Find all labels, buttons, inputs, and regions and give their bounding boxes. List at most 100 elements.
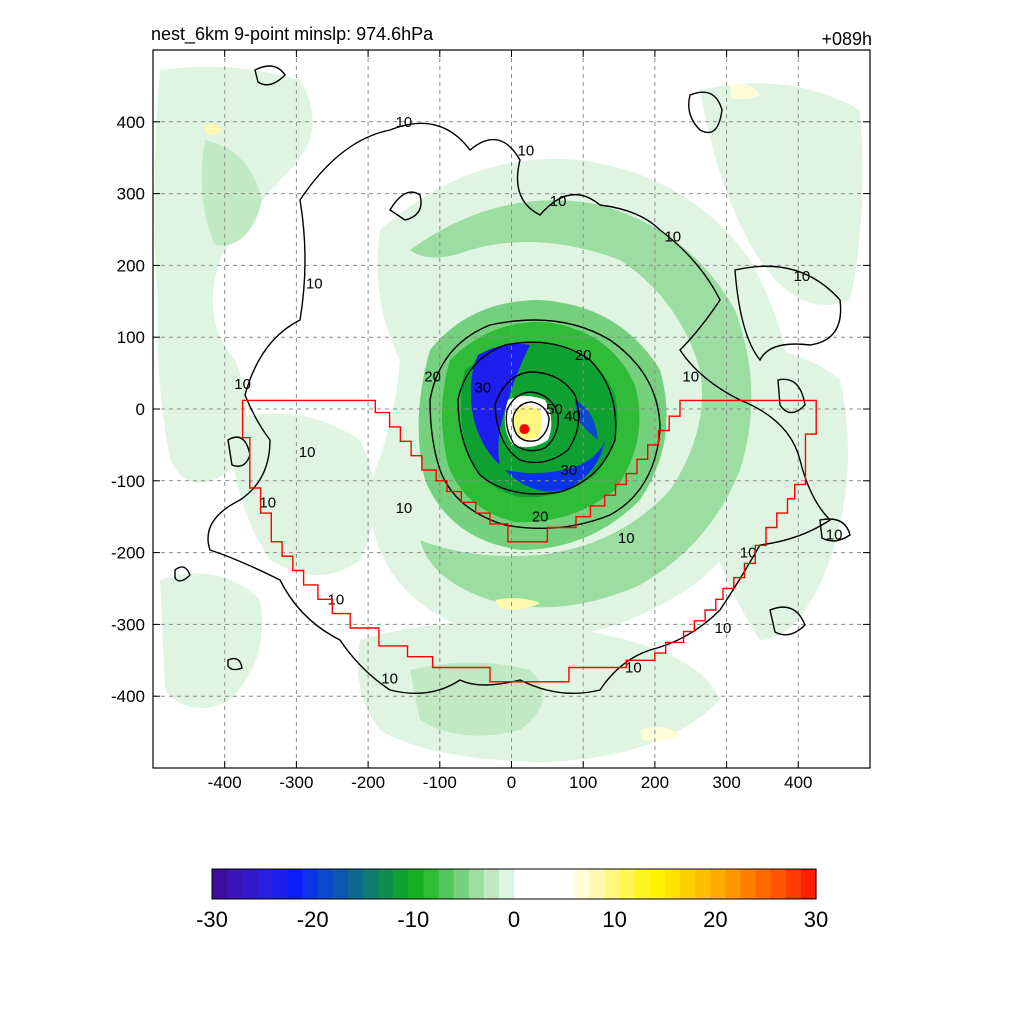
contour-label-24: 50: [546, 401, 563, 418]
contour-10-north: [389, 191, 422, 221]
contour-label-12: 10: [740, 545, 757, 562]
x-tick-label-7: 300: [712, 773, 740, 792]
contour-label-20: 20: [532, 509, 549, 526]
y-tick-label-0: 400: [117, 113, 145, 132]
contour-30: [457, 341, 617, 495]
colorbar-swatch-3: [257, 869, 273, 899]
shade-patch-s-mid: [410, 662, 543, 736]
contour-label-21: 30: [474, 379, 491, 396]
colorbar-swatch-37: [770, 869, 787, 899]
colorbar-swatch-10: [363, 869, 379, 899]
y-tick-label-4: 0: [136, 400, 145, 419]
contour-label-4: 10: [794, 268, 811, 285]
x-axis: -400 -300 -200 -100 0 100 200 300 400: [208, 50, 812, 792]
y-tick-label-5: -100: [111, 472, 145, 491]
x-tick-label-4: 0: [507, 773, 516, 792]
contour-label-0: 10: [396, 114, 413, 131]
x-tick-label-1: -300: [279, 773, 313, 792]
colorbar-swatch-36: [755, 869, 772, 899]
colorbar-tick-label-5: 20: [703, 907, 727, 932]
storm-center-marker: [519, 424, 530, 435]
colorbar-swatch-38: [785, 869, 802, 899]
colorbar-swatch-0: [212, 869, 228, 899]
y-tick-label-1: 300: [117, 185, 145, 204]
contour-10-se2: [819, 518, 851, 542]
colorbar-tick-label-4: 10: [602, 907, 626, 932]
y-tick-label-6: -200: [111, 544, 145, 563]
contour-label-8: 10: [299, 444, 316, 461]
shade-eyewall-blue-south: [505, 440, 605, 492]
shade-patch-w: [230, 413, 375, 575]
shade-patch-nw-mid: [201, 140, 262, 246]
colorbar-swatch-2: [242, 869, 258, 899]
contour-lines: [174, 65, 851, 695]
contour-10-e: [734, 265, 842, 362]
colorbar-swatch-18: [483, 869, 500, 899]
y-tick-label-3: 100: [117, 328, 145, 347]
x-tick-label-8: 400: [784, 773, 812, 792]
colorbar-swatch-15: [438, 869, 455, 899]
contour-label-15: 10: [715, 620, 732, 637]
colorbar-swatch-22: [544, 869, 560, 899]
contour-10-nw: [254, 65, 286, 86]
colorbar: -30 -20 -10 0 10 20 30: [196, 868, 828, 932]
contour-label-13: 10: [826, 527, 843, 544]
colorbar-swatch-34: [725, 869, 742, 899]
contour-label-9: 10: [259, 494, 276, 511]
colorbar-swatch-13: [408, 869, 424, 899]
shade-eyewall-blue-north: [470, 343, 530, 465]
contour-10-sw: [174, 566, 191, 582]
chart-title: nest_6km 9-point minslp: 974.6hPa: [151, 24, 434, 45]
colorbar-swatch-31: [680, 869, 696, 899]
colorbar-swatch-5: [287, 869, 304, 899]
colorbar-swatch-33: [710, 869, 726, 899]
shade-patch-ne: [700, 83, 863, 305]
contour-label-23: 40: [564, 408, 581, 425]
contour-10-ne: [688, 91, 723, 134]
colorbar-tick-label-1: -20: [297, 907, 329, 932]
shade-yellow-1: [495, 598, 540, 610]
colorbar-swatch-9: [347, 869, 364, 899]
contour-50: [505, 391, 559, 452]
contour-label-19: 20: [575, 347, 592, 364]
colorbar-swatch-7: [317, 869, 334, 899]
shade-yellow-4: [640, 726, 680, 742]
shade-patch-nw: [154, 66, 313, 483]
contour-label-17: 10: [625, 659, 642, 676]
colorbar-swatch-11: [378, 869, 394, 899]
field-shading: [154, 66, 863, 762]
colorbar-tick-label-3: 0: [508, 907, 520, 932]
x-tick-label-5: 100: [569, 773, 597, 792]
colorbar-swatch-4: [272, 869, 289, 899]
colorbar-swatch-24: [574, 869, 591, 899]
colorbar-swatch-6: [302, 869, 319, 899]
colorbar-swatch-25: [589, 869, 606, 899]
contour-label-5: 10: [306, 275, 323, 292]
contour-label-2: 10: [550, 193, 567, 210]
shade-patch-sw: [160, 573, 262, 708]
colorbar-swatch-23: [559, 869, 575, 899]
x-tick-label-3: -100: [423, 773, 457, 792]
colorbar-swatch-14: [423, 869, 440, 899]
colorbar-swatch-20: [514, 869, 530, 899]
shade-spiral-band: [410, 200, 752, 608]
colorbar-swatch-26: [604, 869, 621, 899]
contour-10-s: [227, 657, 243, 671]
y-tick-label-7: -300: [111, 615, 145, 634]
colorbar-swatch-21: [529, 869, 545, 899]
y-axis: 400 300 200 100 0 -100 -200 -300 -400: [111, 113, 870, 706]
colorbar-swatch-27: [619, 869, 636, 899]
colorbar-swatch-39: [800, 869, 817, 899]
x-tick-label-6: 200: [641, 773, 669, 792]
colorbar-tick-label-0: -30: [196, 907, 228, 932]
contour-label-6: 10: [682, 369, 699, 386]
contour-label-11: 10: [618, 530, 635, 547]
colorbar-tick-label-2: -10: [397, 907, 429, 932]
y-tick-label-2: 200: [117, 256, 145, 275]
colorbar-frame: [211, 868, 817, 900]
colorbar-swatch-35: [740, 869, 757, 899]
contour-50-inner: [512, 401, 550, 442]
y-tick-label-8: -400: [111, 687, 145, 706]
x-tick-label-0: -400: [208, 773, 242, 792]
